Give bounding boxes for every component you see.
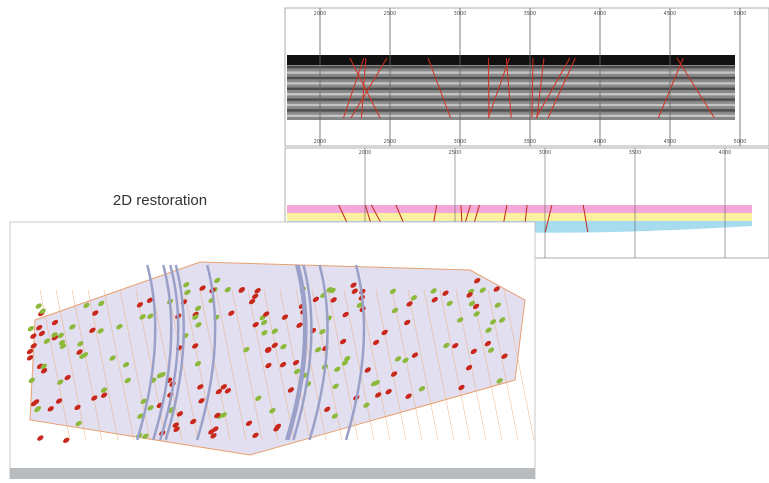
layer-yellow <box>287 213 752 221</box>
seismic-band <box>287 98 735 100</box>
seismic-band <box>287 104 735 106</box>
fault <box>488 58 489 118</box>
seismic-band <box>287 82 735 84</box>
figure: 2000250030003500400045005000200025003000… <box>0 0 769 479</box>
seismic-top <box>287 55 735 65</box>
layer-pink <box>287 205 752 213</box>
seismic-band <box>287 88 735 90</box>
caption: 2D restoration <box>113 192 207 209</box>
seismic-band <box>287 71 735 73</box>
model-bar <box>10 468 535 479</box>
seismic-band <box>287 77 735 79</box>
